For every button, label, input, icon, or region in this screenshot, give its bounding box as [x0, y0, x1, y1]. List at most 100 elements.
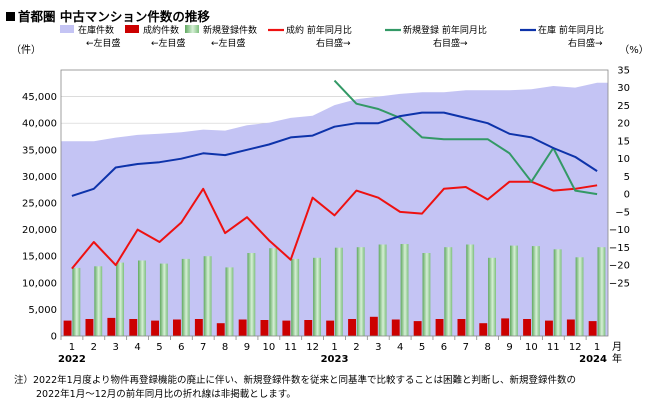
new-listing-bar: [159, 263, 168, 336]
new-listing-bar: [203, 256, 212, 336]
contract-bar: [413, 321, 422, 336]
contract-bar: [282, 320, 291, 336]
right-tick-label: 20: [617, 119, 630, 130]
x-tick-label: 3: [113, 342, 119, 353]
contract-bar: [588, 321, 597, 336]
contract-bar: [566, 319, 575, 336]
page-title: 首都圏 中古マンション件数の推移: [6, 6, 210, 25]
contract-bar: [260, 320, 269, 336]
new-listing-bar: [247, 253, 256, 336]
x-tick-label: 8: [484, 342, 490, 353]
new-listing-bar: [400, 244, 409, 336]
legend-swatch: [185, 25, 199, 33]
footnote-line-2: 2022年1月～12月の前年同月比の折れ線は非掲載とします。: [36, 388, 296, 400]
right-tick-label: −25: [609, 278, 630, 289]
x-tick-label: 9: [244, 342, 250, 353]
contract-bar: [326, 320, 335, 336]
new-listing-bar: [94, 266, 103, 336]
footnote-line-1: 注）2022年1月度より物件再登録機能の廃止に伴い、新規登録件数を従来と同基準で…: [14, 375, 577, 386]
contract-bar: [304, 320, 313, 336]
new-listing-bar: [138, 260, 146, 336]
legend-label: 新規登録 前年同月比: [403, 24, 487, 36]
x-year-label: 2023: [321, 354, 349, 365]
contract-bar: [63, 320, 72, 336]
x-tick-label: 12: [569, 342, 582, 353]
new-listing-bar: [466, 244, 475, 336]
new-listing-bar: [531, 246, 540, 336]
x-tick-label: 7: [200, 342, 206, 353]
x-tick-label: 4: [134, 342, 140, 353]
stock-yoy-line: [71, 111, 598, 197]
contract-bar: [435, 319, 444, 336]
right-axis-unit: （%）: [619, 44, 649, 56]
x-tick-label: 2: [91, 342, 97, 353]
x-tick-label: 3: [375, 342, 381, 353]
contract-bar: [501, 318, 510, 336]
x-tick-label: 10: [525, 342, 538, 353]
new-listing-bar: [356, 247, 365, 336]
x-tick-label: 1: [69, 342, 75, 353]
left-tick-label: 30,000: [22, 172, 57, 183]
contract-bar: [151, 320, 159, 336]
left-tick-label: 10,000: [22, 278, 57, 289]
right-tick-label: 10: [617, 154, 630, 165]
x-tick-label: 10: [262, 342, 275, 353]
left-tick-label: 45,000: [22, 92, 57, 103]
x-year-label: 2024: [579, 354, 607, 365]
legend-sublabel: ←左目盛: [151, 37, 186, 49]
right-tick-label: 30: [617, 83, 630, 94]
right-tick-label: −15: [609, 243, 630, 254]
new-listing-bar: [181, 258, 190, 336]
x-tick-label: 2: [353, 342, 359, 353]
left-tick-label: 20,000: [22, 225, 57, 236]
contract-bar: [129, 319, 138, 336]
contract-bar: [545, 320, 553, 336]
legend-sublabel: 右目盛→: [568, 37, 603, 49]
contract-bar: [348, 319, 356, 336]
right-tick-label: −20: [609, 261, 630, 272]
plot-frame: [60, 69, 609, 337]
x-tick-label: 11: [284, 342, 297, 353]
bar-layer: [63, 244, 606, 336]
legend-sublabel: ←左目盛: [211, 37, 246, 49]
new-listing-bar: [72, 267, 81, 336]
new-listing-bar: [334, 247, 343, 336]
legend-label: 在庫件数: [78, 24, 114, 36]
contract-bar: [457, 319, 466, 336]
left-tick-label: 0: [51, 332, 57, 343]
x-tick-label: 11: [547, 342, 560, 353]
chart-axes: 0 5,000 10,000 15,000 20,000 25,000 30,000 35,0…: [11, 44, 649, 365]
right-tick-label: 15: [617, 136, 630, 147]
new-listing-bar: [553, 249, 562, 336]
legend-sublabel: 右目盛→: [316, 37, 351, 49]
x-unit-year: 年: [612, 352, 622, 365]
legend-label: 成約件数: [143, 24, 179, 36]
new-listing-bar: [510, 245, 518, 336]
x-tick-label: 1: [594, 342, 600, 353]
left-tick-label: 15,000: [22, 252, 57, 263]
page-title-text: 首都圏 中古マンション件数の推移: [18, 9, 210, 24]
x-tick-label: 6: [441, 342, 447, 353]
left-axis-unit: （件）: [11, 44, 41, 56]
x-tick-label: 6: [178, 342, 184, 353]
right-tick-label: −10: [609, 225, 630, 236]
new-listing-bar: [422, 253, 431, 336]
legend-sublabel: 右目盛→: [433, 37, 468, 49]
footnote: 注）2022年1月度より物件再登録機能の廃止に伴い、新規登録件数を従来と同基準で…: [14, 374, 576, 401]
x-unit-month: 月: [612, 341, 622, 353]
x-tick-label: 12: [306, 342, 319, 353]
x-tick-label: 5: [156, 342, 162, 353]
left-tick-label: 40,000: [22, 119, 57, 130]
right-tick-label: −5: [615, 207, 630, 218]
x-tick-label: 7: [463, 342, 469, 353]
contract-bar: [523, 319, 531, 336]
new-listing-bar: [488, 257, 496, 336]
legend-label: 在庫 前年同月比: [538, 24, 604, 36]
right-tick-label: 35: [617, 66, 630, 77]
new-listing-bar: [313, 257, 321, 336]
contract-bar: [216, 323, 225, 336]
x-year-label: 2022: [58, 354, 86, 365]
new-listing-bar: [444, 247, 453, 336]
